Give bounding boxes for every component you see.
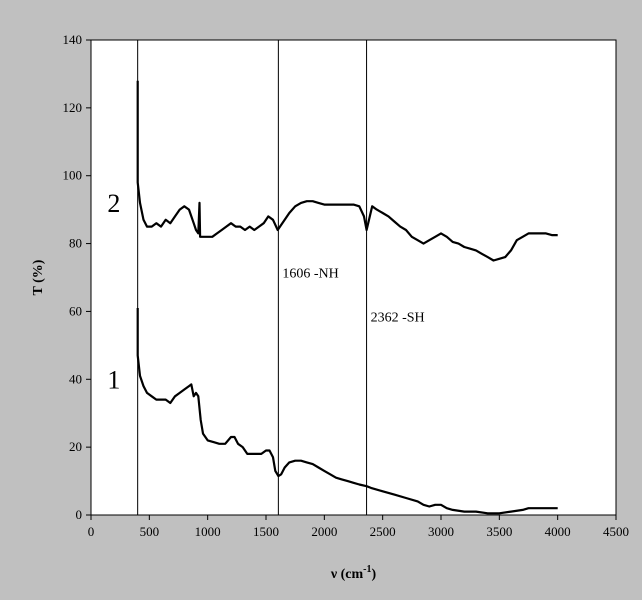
x-tick-label: 4000 (545, 524, 571, 539)
y-tick-label: 0 (76, 507, 83, 522)
y-tick-label: 80 (69, 236, 82, 251)
series-group: 21 (107, 80, 558, 515)
x-tick-label: 1500 (253, 524, 279, 539)
x-tick-label: 2000 (311, 524, 337, 539)
series-label-1: 1 (107, 365, 120, 394)
y-axis-ticks: 0 20 40 60 80 100 120 140 (63, 32, 91, 522)
x-axis-title-close: ) (371, 567, 376, 582)
x-axis-title-main: ν (cm (330, 567, 364, 582)
x-tick-label: 500 (140, 524, 160, 539)
series-line-1 (136, 308, 558, 515)
reference-line-label: 1606 -NH (282, 267, 338, 282)
y-tick-label: 100 (63, 168, 83, 183)
y-tick-label: 40 (69, 371, 82, 386)
y-tick-label: 140 (63, 32, 83, 47)
y-axis-title: T (%) (31, 259, 46, 295)
x-tick-label: 4500 (603, 524, 629, 539)
series-line-2 (136, 80, 558, 262)
x-axis-ticks: 0 500 1000 1500 2000 2500 3000 3500 4000 4500 (88, 515, 629, 539)
x-axis-title: ν (cm-1) (330, 564, 377, 582)
y-tick-label: 20 (69, 439, 82, 454)
series-label-2: 2 (107, 189, 120, 218)
y-tick-label: 120 (63, 100, 83, 115)
x-tick-label: 3500 (486, 524, 512, 539)
x-tick-label: 3000 (428, 524, 454, 539)
x-tick-label: 2500 (370, 524, 396, 539)
plot-area (90, 39, 617, 516)
x-axis-title-sup: -1 (363, 564, 371, 575)
y-tick-label: 60 (69, 303, 82, 318)
reference-line-label: 2362 -SH (371, 311, 425, 326)
x-tick-label: 0 (88, 524, 95, 539)
x-tick-label: 1000 (195, 524, 221, 539)
